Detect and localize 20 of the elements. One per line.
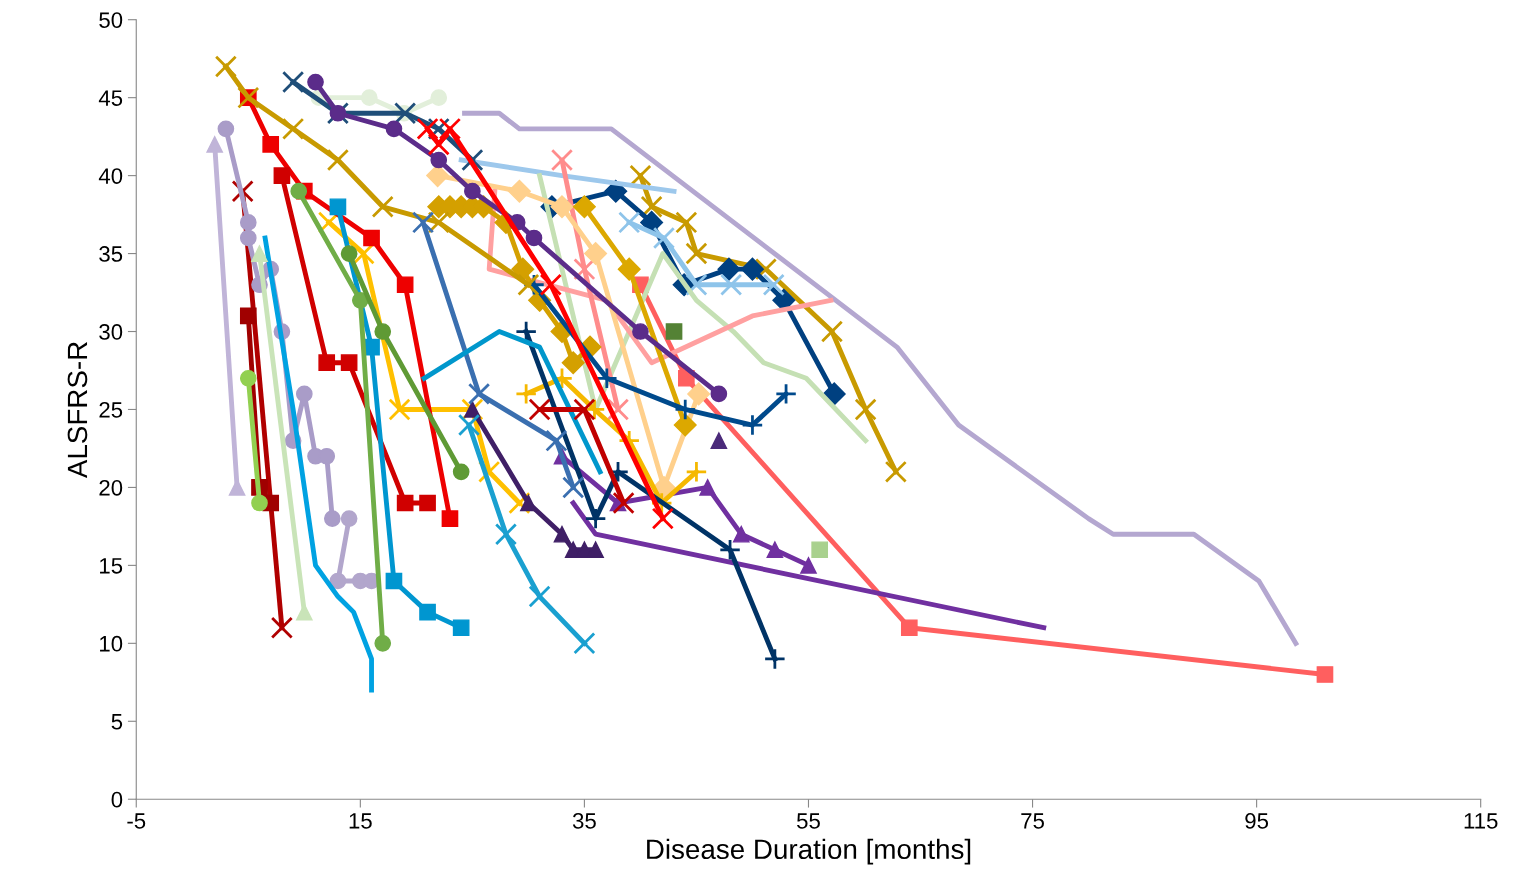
y-tick-label: 50 <box>99 12 123 28</box>
y-tick-label: 20 <box>99 479 123 496</box>
y-tick-label: 0 <box>111 791 123 808</box>
y-tick-label: 35 <box>99 246 123 262</box>
y-axis-title: ALSFRS-R <box>67 342 88 479</box>
x-tick-label: -5 <box>127 813 146 829</box>
y-tick-label: 40 <box>98 168 123 184</box>
y-tick-label: 25 <box>99 402 123 418</box>
x-axis-title: Disease Duration [months] <box>647 838 971 865</box>
x-tick-label: 15 <box>349 813 372 829</box>
x-tick-label: 75 <box>1021 813 1044 829</box>
y-tick-label: 45 <box>98 90 123 106</box>
x-tick-label: 95 <box>1245 813 1269 829</box>
y-tick-label: 5 <box>111 714 123 730</box>
x-tick-label: 55 <box>797 813 820 829</box>
y-tick-label: 15 <box>100 558 123 574</box>
x-tick-label: 115 <box>1464 813 1498 829</box>
x-tick-label: 35 <box>572 813 596 829</box>
y-tick-label: 30 <box>99 324 123 340</box>
y-tick-label: 10 <box>100 635 123 652</box>
